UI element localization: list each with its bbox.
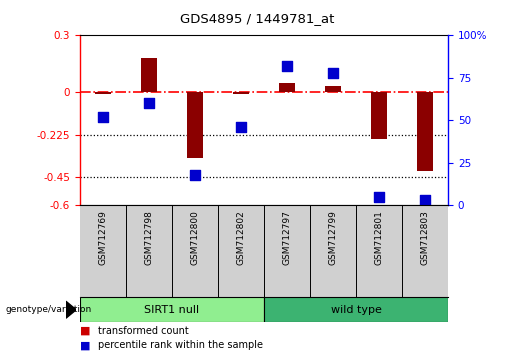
Text: transformed count: transformed count	[98, 326, 188, 336]
Bar	[95, 92, 111, 94]
Text: GSM712801: GSM712801	[374, 210, 384, 265]
Text: GDS4895 / 1449781_at: GDS4895 / 1449781_at	[180, 12, 335, 25]
Point	[237, 124, 245, 130]
Point	[375, 194, 383, 200]
Point	[191, 172, 199, 178]
Point	[329, 70, 337, 76]
Point	[283, 63, 291, 69]
Bar	[141, 58, 157, 92]
Bar	[187, 92, 203, 158]
Text: GSM712798: GSM712798	[144, 210, 153, 265]
Bar	[279, 82, 295, 92]
Text: percentile rank within the sample: percentile rank within the sample	[98, 340, 263, 350]
Bar	[264, 297, 448, 322]
Point	[99, 114, 107, 120]
Bar	[325, 86, 341, 92]
Text: GSM712769: GSM712769	[98, 210, 107, 265]
Text: ■: ■	[80, 326, 90, 336]
Text: GSM712799: GSM712799	[329, 210, 337, 265]
Text: ■: ■	[80, 340, 90, 350]
Text: GSM712803: GSM712803	[421, 210, 430, 265]
Text: GSM712800: GSM712800	[191, 210, 199, 265]
Text: SIRT1 null: SIRT1 null	[144, 305, 199, 315]
Text: genotype/variation: genotype/variation	[5, 305, 91, 314]
Bar	[233, 92, 249, 94]
Text: GSM712802: GSM712802	[236, 210, 246, 265]
Polygon shape	[66, 301, 76, 318]
Bar	[80, 297, 264, 322]
Point	[145, 101, 153, 106]
Bar	[417, 92, 433, 171]
Text: GSM712797: GSM712797	[282, 210, 291, 265]
Point	[421, 198, 429, 203]
Bar	[371, 92, 387, 139]
Text: wild type: wild type	[331, 305, 382, 315]
